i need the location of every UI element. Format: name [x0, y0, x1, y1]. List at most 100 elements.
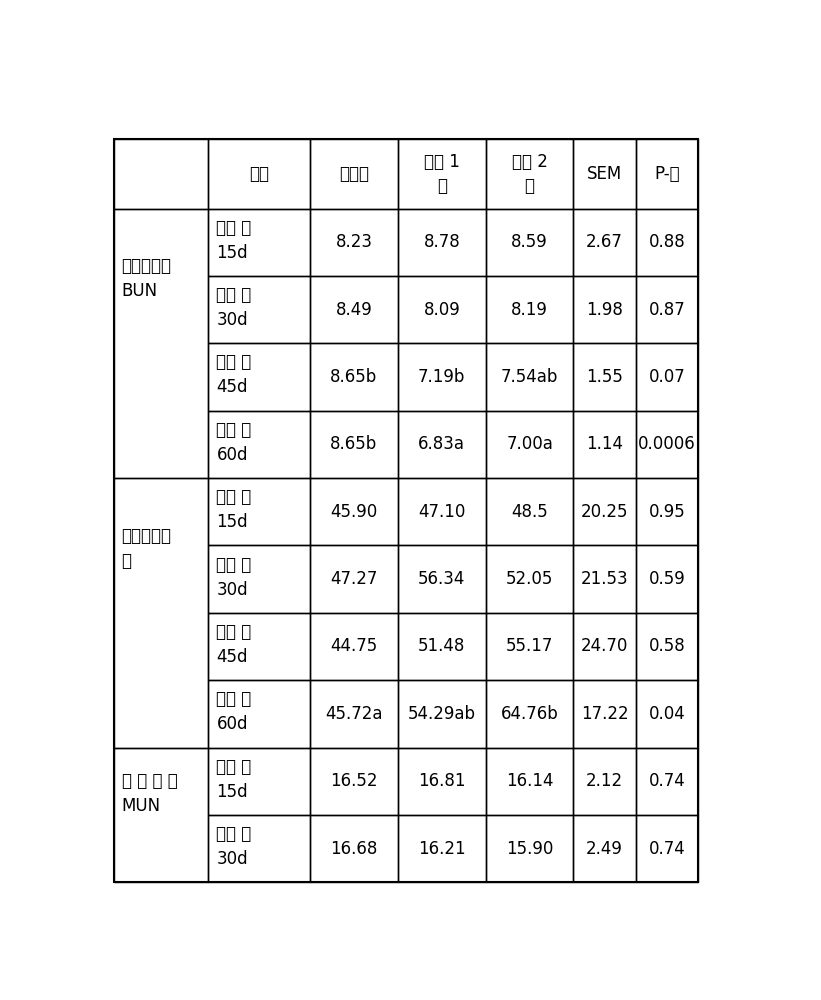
- Bar: [398, 276, 486, 343]
- Text: 试验 1
组: 试验 1 组: [424, 153, 460, 195]
- Bar: [398, 411, 486, 478]
- Text: 8.49: 8.49: [336, 301, 373, 319]
- Text: 20.25: 20.25: [581, 503, 628, 521]
- Text: 7.54ab: 7.54ab: [501, 368, 558, 386]
- Text: 8.19: 8.19: [511, 301, 548, 319]
- Text: 55.17: 55.17: [506, 637, 553, 655]
- Text: 试验 第
60d: 试验 第 60d: [217, 421, 252, 464]
- Bar: [573, 613, 635, 680]
- Text: 45.72a: 45.72a: [325, 705, 383, 723]
- Bar: [114, 748, 209, 882]
- Text: 试验 第
45d: 试验 第 45d: [217, 623, 252, 666]
- Bar: [114, 209, 209, 478]
- Bar: [486, 680, 573, 748]
- Bar: [573, 343, 635, 411]
- Bar: [573, 680, 635, 748]
- Text: 血清总氨基
酸: 血清总氨基 酸: [122, 527, 172, 570]
- Bar: [310, 411, 398, 478]
- Bar: [486, 411, 573, 478]
- Text: 16.14: 16.14: [506, 772, 553, 790]
- Text: 试验 第
30d: 试验 第 30d: [217, 286, 252, 329]
- Text: 2.67: 2.67: [586, 233, 623, 251]
- Text: 试验 2
组: 试验 2 组: [511, 153, 548, 195]
- Text: 21.53: 21.53: [580, 570, 628, 588]
- Bar: [573, 209, 635, 276]
- Bar: [398, 680, 486, 748]
- Bar: [398, 139, 486, 209]
- Text: 15.90: 15.90: [506, 840, 553, 858]
- Text: 7.19b: 7.19b: [418, 368, 466, 386]
- Text: 0.88: 0.88: [649, 233, 686, 251]
- Text: 试验 第
30d: 试验 第 30d: [217, 556, 252, 599]
- Bar: [398, 815, 486, 882]
- Text: 56.34: 56.34: [418, 570, 466, 588]
- Text: 8.59: 8.59: [511, 233, 548, 251]
- Text: 16.21: 16.21: [418, 840, 466, 858]
- Bar: [573, 139, 635, 209]
- Bar: [398, 613, 486, 680]
- Text: 乳 尿 素 氮
MUN: 乳 尿 素 氮 MUN: [122, 772, 177, 815]
- Text: 48.5: 48.5: [511, 503, 548, 521]
- Bar: [209, 815, 310, 882]
- Bar: [573, 411, 635, 478]
- Text: 0.58: 0.58: [649, 637, 686, 655]
- Text: 17.22: 17.22: [580, 705, 628, 723]
- Bar: [398, 478, 486, 545]
- Text: SEM: SEM: [587, 165, 622, 183]
- Text: 2.49: 2.49: [586, 840, 623, 858]
- Text: 试验 第
15d: 试验 第 15d: [217, 488, 252, 531]
- Text: 0.59: 0.59: [649, 570, 686, 588]
- Bar: [310, 209, 398, 276]
- Text: 0.07: 0.07: [649, 368, 686, 386]
- Bar: [486, 748, 573, 815]
- Bar: [310, 545, 398, 613]
- Text: 54.29ab: 54.29ab: [408, 705, 475, 723]
- Bar: [635, 209, 698, 276]
- Bar: [573, 815, 635, 882]
- Bar: [635, 343, 698, 411]
- Text: 16.68: 16.68: [330, 840, 378, 858]
- Bar: [635, 748, 698, 815]
- Text: 44.75: 44.75: [330, 637, 378, 655]
- Text: 0.87: 0.87: [649, 301, 686, 319]
- Text: 8.65b: 8.65b: [330, 435, 378, 453]
- Text: 0.74: 0.74: [649, 840, 686, 858]
- Bar: [486, 613, 573, 680]
- Bar: [486, 209, 573, 276]
- Bar: [635, 276, 698, 343]
- Text: 8.23: 8.23: [336, 233, 373, 251]
- Bar: [398, 343, 486, 411]
- Bar: [573, 478, 635, 545]
- Bar: [635, 815, 698, 882]
- Text: 0.95: 0.95: [649, 503, 686, 521]
- Text: 51.48: 51.48: [418, 637, 466, 655]
- Bar: [310, 815, 398, 882]
- Bar: [573, 545, 635, 613]
- Bar: [310, 680, 398, 748]
- Bar: [635, 411, 698, 478]
- Bar: [635, 545, 698, 613]
- Bar: [209, 680, 310, 748]
- Text: 试验 第
15d: 试验 第 15d: [217, 219, 252, 262]
- Bar: [398, 748, 486, 815]
- Text: 2.12: 2.12: [586, 772, 623, 790]
- Bar: [635, 680, 698, 748]
- Text: 血清尿素氮
BUN: 血清尿素氮 BUN: [122, 257, 172, 300]
- Text: 45.90: 45.90: [330, 503, 378, 521]
- Bar: [635, 478, 698, 545]
- Bar: [310, 343, 398, 411]
- Bar: [209, 748, 310, 815]
- Bar: [209, 343, 310, 411]
- Bar: [398, 209, 486, 276]
- Text: 试验 第
60d: 试验 第 60d: [217, 690, 252, 733]
- Text: 8.09: 8.09: [424, 301, 460, 319]
- Text: 1.14: 1.14: [586, 435, 623, 453]
- Bar: [209, 139, 310, 209]
- Text: 1.98: 1.98: [586, 301, 623, 319]
- Bar: [635, 613, 698, 680]
- Bar: [486, 343, 573, 411]
- Bar: [486, 478, 573, 545]
- Text: 64.76b: 64.76b: [501, 705, 558, 723]
- Bar: [310, 613, 398, 680]
- Text: 对照组: 对照组: [339, 165, 369, 183]
